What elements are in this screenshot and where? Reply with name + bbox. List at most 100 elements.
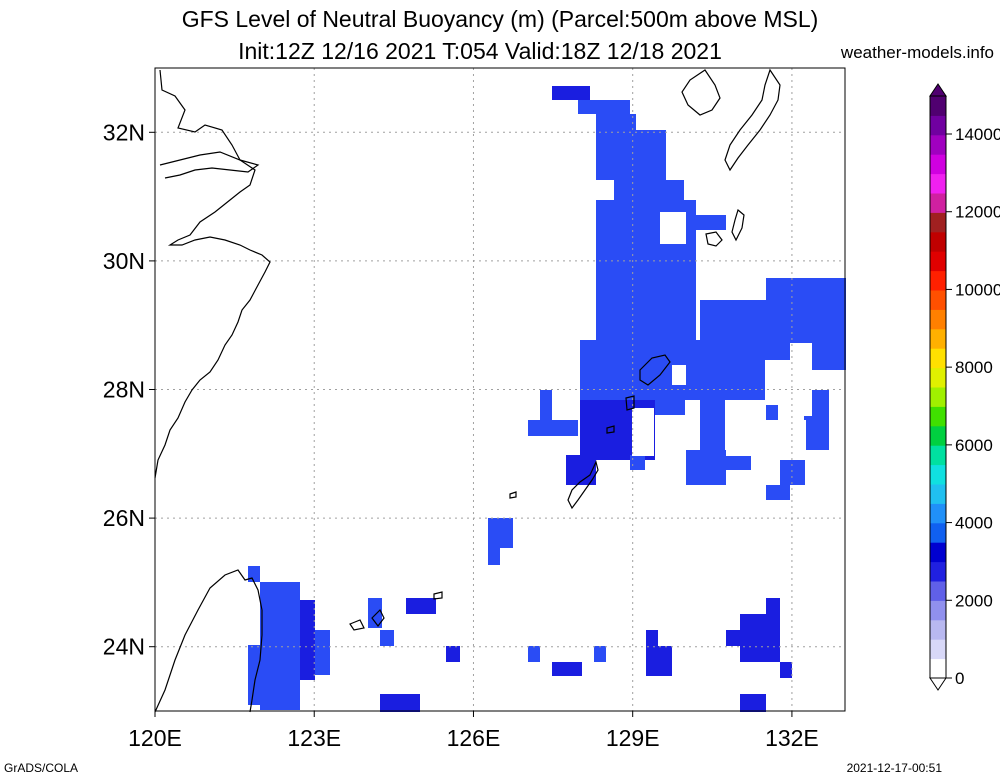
field-cell <box>380 630 394 646</box>
colorbar-swatch <box>930 464 946 485</box>
colorbar-swatch <box>930 193 946 213</box>
field-cell <box>248 645 263 705</box>
field-cell <box>260 582 300 682</box>
field-fill-layer <box>248 86 846 712</box>
colorbar-label: 8000 <box>955 358 993 377</box>
coast-yangtze-mouth <box>159 151 260 179</box>
coast-ishigaki <box>349 619 365 631</box>
coast-amami <box>639 354 671 386</box>
field-cell <box>740 646 780 662</box>
field-cell <box>528 646 540 662</box>
colorbar-top-arrow <box>929 83 947 97</box>
field-cell <box>300 600 315 680</box>
field-cell <box>552 662 582 676</box>
coast-miyako <box>371 608 385 627</box>
coast-yakushima <box>705 231 723 247</box>
coast-okinawa <box>567 460 599 510</box>
site-credit: weather-models.info <box>840 43 994 62</box>
title-line-1: GFS Level of Neutral Buoyancy (m) (Parce… <box>181 6 819 32</box>
field-cell <box>780 662 792 678</box>
colorbar-label: 12000 <box>955 203 1000 222</box>
field-cell <box>812 340 846 370</box>
colorbar-label: 6000 <box>955 436 993 455</box>
colorbar-swatch <box>930 542 946 563</box>
coast-kume <box>509 491 517 499</box>
colorbar-label: 14000 <box>955 125 1000 144</box>
colorbar-swatch <box>930 173 946 194</box>
field-cell <box>578 100 630 114</box>
lon-label: 123E <box>287 725 341 751</box>
coast-japan-east <box>724 68 781 172</box>
field-gap <box>726 408 766 456</box>
field-gap <box>672 365 686 385</box>
lat-label: 32N <box>103 119 145 145</box>
lat-label: 28N <box>103 377 145 403</box>
colorbar-swatch <box>930 251 946 272</box>
field-cell <box>552 86 590 100</box>
field-cell <box>596 230 696 340</box>
colorbar-swatch <box>930 212 946 233</box>
field-cell <box>594 646 606 662</box>
colorbar-swatch <box>930 387 946 407</box>
lat-label: 30N <box>103 248 145 274</box>
field-cell <box>248 566 260 582</box>
coast-tanegashima <box>731 208 745 242</box>
footer-timestamp: 2021-12-17-00:51 <box>846 761 942 775</box>
field-cell <box>528 420 578 436</box>
lon-label: 132E <box>765 725 819 751</box>
colorbar-swatch <box>930 96 946 116</box>
field-cell <box>726 630 740 646</box>
colorbar-swatch <box>930 581 946 601</box>
field-cell <box>596 130 666 180</box>
field-cell <box>446 646 460 662</box>
footer-credit: GrADS/COLA <box>4 761 79 775</box>
colorbar: 0 2000 4000 6000 8000 10000 12000 14000 <box>929 83 1000 691</box>
field-gap <box>766 420 806 460</box>
colorbar-label: 2000 <box>955 591 993 610</box>
colorbar-swatch <box>930 406 946 427</box>
field-cell <box>488 518 513 548</box>
colorbar-swatch <box>930 134 946 155</box>
field-cell <box>646 630 658 646</box>
field-cell <box>740 694 766 712</box>
field-cell <box>686 450 726 485</box>
colorbar-swatch <box>930 231 946 252</box>
colorbar-bottom-arrow <box>929 677 947 691</box>
colorbar-swatch <box>930 619 946 640</box>
colorbar-swatch <box>930 522 946 543</box>
colorbar-swatch <box>930 639 946 660</box>
field-cell <box>766 405 778 420</box>
colorbar-swatch <box>930 328 946 349</box>
colorbar-swatch <box>930 367 946 388</box>
lon-label: 129E <box>606 725 660 751</box>
field-cell <box>488 545 500 565</box>
colorbar-swatch <box>930 290 946 310</box>
colorbar-swatch <box>930 270 946 291</box>
colorbar-label: 0 <box>955 669 964 688</box>
title-line-2: Init:12Z 12/16 2021 T:054 Valid:18Z 12/1… <box>238 38 722 64</box>
coast-tokunoshima <box>625 395 635 411</box>
colorbar-swatch <box>930 154 946 175</box>
field-cell <box>655 395 685 415</box>
field-cell <box>726 455 751 470</box>
colorbar-swatch <box>930 484 946 504</box>
field-gap <box>790 356 812 416</box>
field-cell <box>646 646 672 676</box>
axis-labels: 120E 123E 126E 129E 132E 32N 30N 28N 26N 24N <box>103 119 819 751</box>
field-cell <box>406 598 436 614</box>
colorbar-label: 10000 <box>955 280 1000 299</box>
field-cell <box>566 455 596 485</box>
coast-taiwan <box>154 569 263 713</box>
coast-china-north <box>154 69 271 479</box>
field-cell <box>766 598 780 614</box>
colorbar-swatch <box>930 445 946 466</box>
field-cell <box>700 400 725 450</box>
coast-japan-kyushu <box>681 69 721 116</box>
colorbar-swatch <box>930 309 946 330</box>
colorbar-swatch <box>930 658 946 679</box>
coast-okinoerabu <box>606 425 615 434</box>
coastline-layer <box>154 68 781 713</box>
field-gap <box>660 212 686 244</box>
field-cell <box>700 300 790 360</box>
